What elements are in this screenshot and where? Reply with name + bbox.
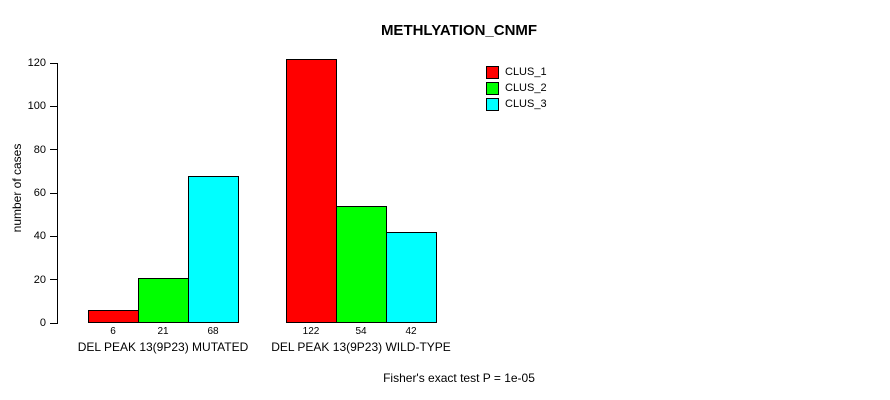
bar-clus_3-group1: [188, 175, 239, 323]
y-axis-tick: [50, 62, 58, 64]
y-axis-tick: [50, 105, 58, 107]
y-axis-tick: [50, 322, 58, 324]
y-axis-tick-label: 80: [33, 143, 46, 156]
y-axis-tick-label: 20: [33, 273, 46, 286]
y-axis-tick-label: 60: [33, 187, 46, 199]
bar-value-label: 122: [302, 326, 320, 337]
legend-swatch: [486, 65, 499, 79]
bar-clus_2-group2: [336, 206, 387, 323]
x-category-label: DEL PEAK 13(9P23) WILD-TYPE: [271, 340, 451, 354]
bar-clus_2-group1: [138, 277, 189, 323]
bar-value-label: 54: [355, 326, 367, 337]
legend-item: CLUS_3: [486, 96, 547, 112]
y-axis-tick-label: 120: [27, 57, 46, 69]
legend-swatch: [486, 81, 499, 95]
y-axis-tick-label: 40: [33, 230, 46, 243]
y-axis-tick: [50, 279, 58, 281]
legend-label: CLUS_2: [505, 82, 547, 94]
bar-clus_1-group1: [88, 310, 139, 323]
legend-label: CLUS_1: [505, 66, 547, 78]
bar-value-label: 21: [157, 326, 169, 337]
bar-value-label: 6: [110, 326, 116, 337]
legend: CLUS_1 CLUS_2 CLUS_3: [486, 64, 547, 112]
y-axis-tick-label: 0: [39, 317, 46, 329]
bar-clus_3-group2: [386, 232, 437, 323]
legend-label: CLUS_3: [505, 98, 547, 110]
y-axis-tick: [50, 192, 58, 194]
bar-clus_1-group2: [286, 58, 337, 323]
chart-title: METHLYATION_CNMF: [380, 22, 538, 39]
y-axis-tick-label: 100: [27, 100, 46, 113]
bar-value-label: 42: [405, 326, 417, 337]
y-axis-tick: [50, 235, 58, 237]
legend-item: CLUS_2: [486, 80, 547, 96]
bar-value-label: 68: [207, 326, 219, 337]
annotation-text: Fisher's exact test P = 1e-05: [383, 371, 535, 385]
legend-item: CLUS_1: [486, 64, 547, 80]
x-category-label: DEL PEAK 13(9P23) MUTATED: [77, 340, 249, 354]
y-axis-tick: [50, 149, 58, 151]
legend-swatch: [486, 97, 499, 111]
